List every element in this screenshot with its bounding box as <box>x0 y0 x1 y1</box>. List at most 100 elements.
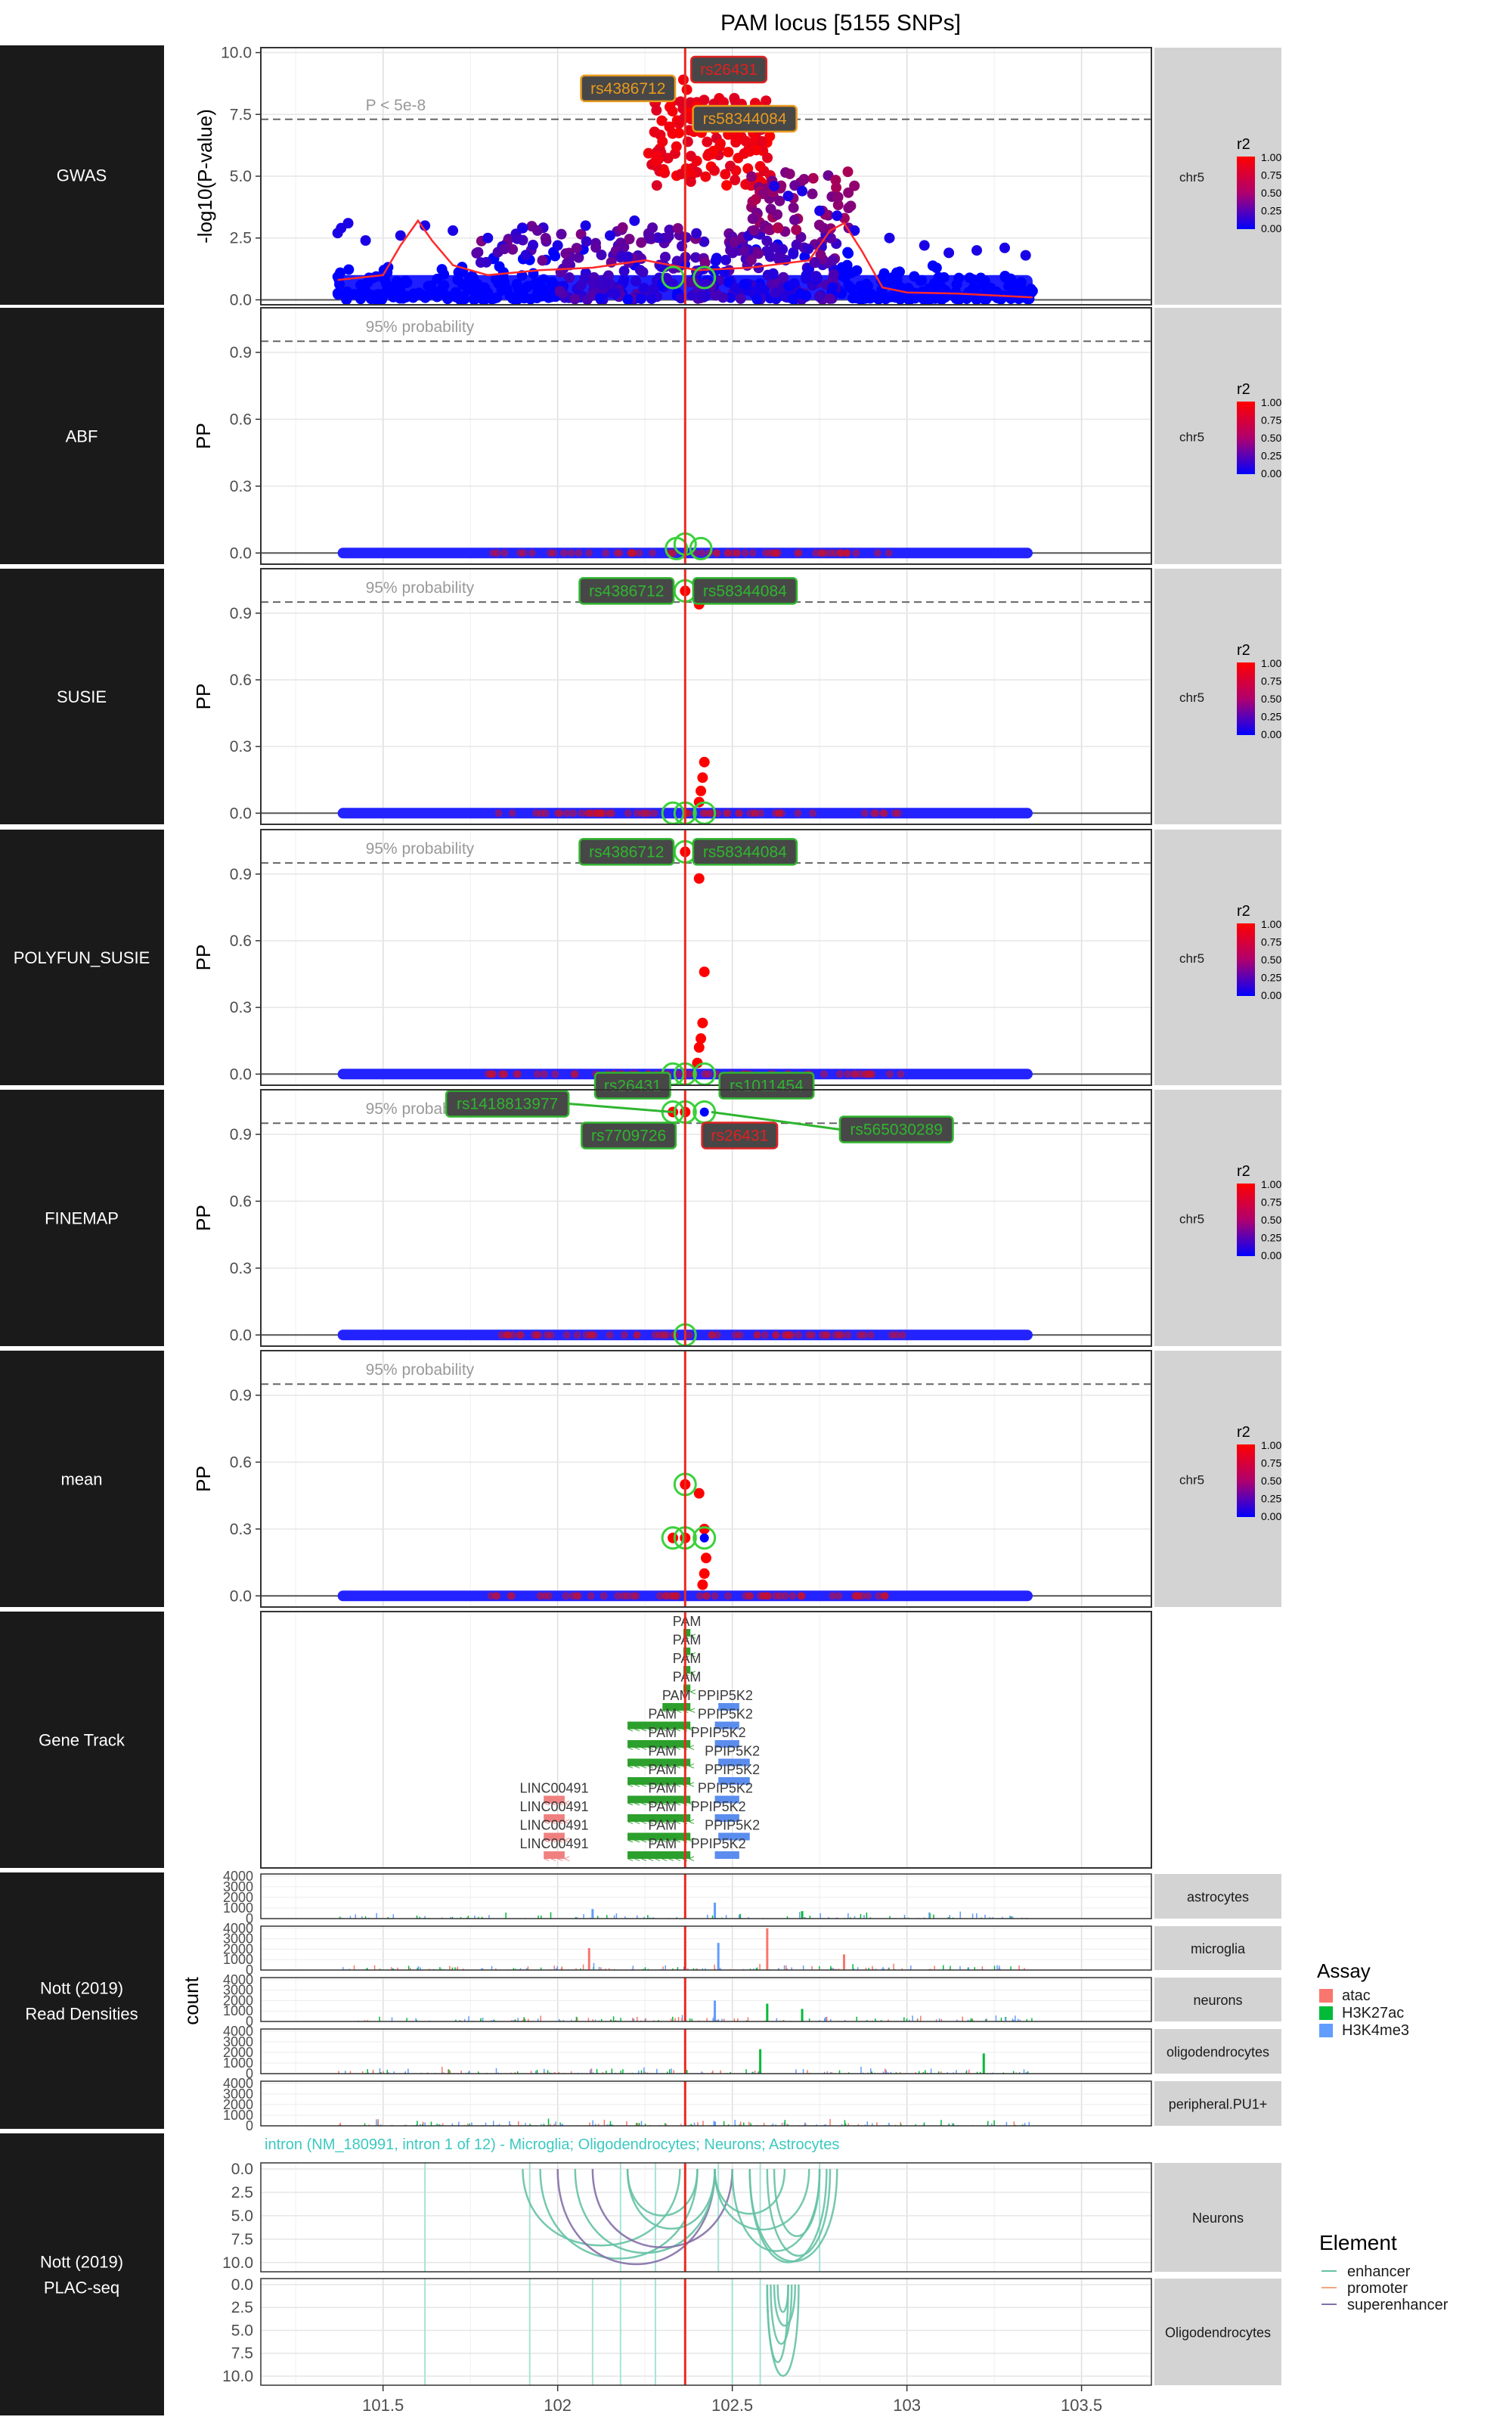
plac-annotation: intron (NM_180991, intron 1 of 12) - Mic… <box>265 2136 839 2153</box>
snp-point <box>466 284 478 296</box>
r2-legend-tick: 0.25 <box>1261 1232 1281 1244</box>
r2-legend-tick: 0.25 <box>1261 450 1281 462</box>
snp-point <box>835 1331 844 1339</box>
snp-point <box>693 873 705 884</box>
snp-point <box>438 268 450 280</box>
snp-point <box>664 121 675 132</box>
gene-strand-mark: < <box>675 1853 681 1864</box>
y-axis-label: count <box>180 1976 203 2024</box>
plac-arc <box>748 2168 838 2263</box>
snp-label-box <box>692 577 798 605</box>
gene-strand-mark: < <box>668 1835 674 1846</box>
panel-band <box>0 1872 164 2129</box>
panel-band <box>0 1612 164 1868</box>
gene-strand-mark: < <box>648 1835 654 1846</box>
snp-point <box>775 809 783 818</box>
snp-label-box <box>838 1115 954 1143</box>
r2-legend-tick: 0.75 <box>1261 675 1281 687</box>
snp-point <box>499 244 510 255</box>
snp-point <box>699 236 710 247</box>
snp-point <box>551 1070 559 1078</box>
gene-label: PAM <box>648 1725 677 1740</box>
snp-point <box>769 181 780 192</box>
gene-strand-mark: < <box>648 1723 654 1735</box>
snp-point <box>842 549 850 557</box>
snp-point <box>811 272 823 284</box>
snp-point <box>785 1331 794 1339</box>
snp-point <box>471 247 482 259</box>
gene-strand-mark: < <box>544 1798 550 1809</box>
plot-area <box>261 1978 1151 2021</box>
snp-point <box>971 245 983 256</box>
snp-point <box>697 772 708 783</box>
snp-point <box>622 294 634 306</box>
y-tick-label: 7.5 <box>231 2345 253 2363</box>
snp-point <box>481 256 492 268</box>
y-tick-label: 0.6 <box>230 1454 252 1471</box>
snp-point <box>613 549 621 557</box>
gene-body <box>627 1795 691 1804</box>
snp-point <box>610 288 621 299</box>
snp-point <box>596 250 607 261</box>
snp-point <box>685 176 696 188</box>
y-tick-label: 0.0 <box>230 544 252 562</box>
plac-arc <box>773 2168 821 2238</box>
snp-point <box>753 248 764 259</box>
snp-point <box>872 293 884 305</box>
snp-point <box>875 1592 883 1600</box>
gene-body <box>714 1721 739 1730</box>
gene-strand-mark: < <box>641 1853 647 1864</box>
facet-strip <box>1154 1090 1281 1346</box>
snp-label-box <box>701 1122 779 1150</box>
snp-point <box>431 287 442 298</box>
r2-colorbar <box>1237 1184 1255 1256</box>
r2-legend-title: r2 <box>1237 1424 1250 1441</box>
snp-point <box>968 290 980 302</box>
cell-type-label: microglia <box>1191 1941 1246 1956</box>
y-tick-label: 2.5 <box>231 2184 253 2201</box>
snp-point <box>663 231 674 242</box>
snp-point <box>717 292 729 303</box>
gene-strand-mark: < <box>634 1816 640 1827</box>
snp-point <box>544 284 555 295</box>
gene-label: PPIP5K2 <box>705 1762 760 1777</box>
gene-label: PAM <box>648 1818 677 1833</box>
y-axis-label: PP <box>192 1205 215 1231</box>
snp-point <box>866 1331 875 1339</box>
snp-point <box>761 1331 770 1339</box>
r2-legend-tick: 0.00 <box>1261 1510 1281 1522</box>
facet-strip-label: Neurons <box>1192 2211 1244 2226</box>
snp-point <box>781 1592 789 1600</box>
gene-strand-mark: < <box>662 1779 668 1790</box>
plac-arc <box>766 2284 800 2377</box>
panel-band <box>0 830 164 1085</box>
assay-legend-key <box>1319 2024 1333 2037</box>
plot-area <box>261 569 1151 824</box>
snp-label: rs1011454 <box>730 1077 804 1094</box>
snp-point <box>787 293 798 305</box>
snp-point <box>698 549 706 557</box>
r2-legend-title: r2 <box>1237 136 1250 153</box>
snp-label: rs26431 <box>604 1077 662 1094</box>
panel-gwas: 0.0 2.5 5.0 7.5 10.0 -log10(P-value) P < 5e-8 r… <box>194 45 1152 309</box>
gene-strand-mark: < <box>634 1835 640 1846</box>
snp-point <box>546 549 554 557</box>
snp-point <box>681 84 692 95</box>
snp-label: rs4386712 <box>589 582 664 600</box>
snp-point <box>829 1592 837 1600</box>
gene-strand-mark: < <box>662 1723 668 1735</box>
panel-band-label: PLAC-seq <box>44 2279 119 2297</box>
gene-strand-mark: < <box>627 1779 634 1790</box>
snp-point <box>894 266 905 278</box>
y-tick-label: 10.0 <box>222 2368 253 2385</box>
snp-point <box>484 1070 492 1078</box>
facet-strip-label: chr5 <box>1179 170 1204 185</box>
snp-point <box>754 281 766 293</box>
y-tick-label: 0.9 <box>230 605 252 622</box>
plac-seq: intron (NM_180991, intron 1 of 12) - Mic… <box>222 2136 1281 2386</box>
assay-legend-label: H3K27ac <box>1342 2005 1404 2021</box>
snp-point <box>730 175 741 186</box>
gene-strand-mark: < <box>669 1705 675 1716</box>
snp-point <box>1020 250 1031 261</box>
